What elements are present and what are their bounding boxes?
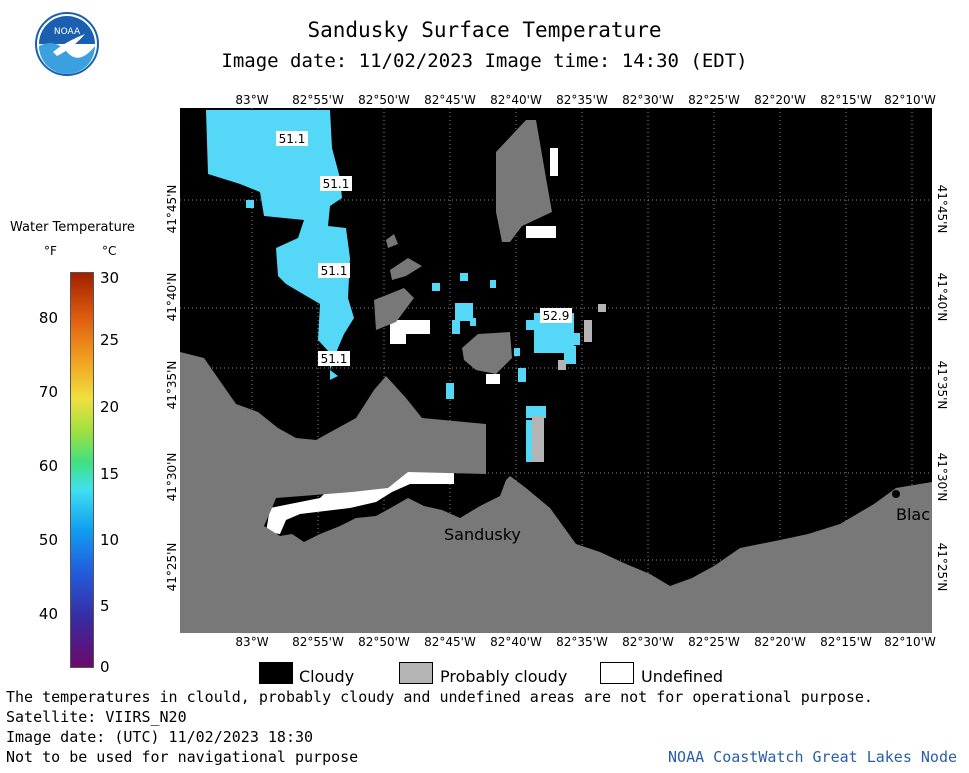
satellite-info: Satellite: VIIRS_N20 — [6, 708, 187, 726]
lon-label: 82°35'W — [556, 635, 608, 649]
navigation-warning: Not to be used for navigational purpose — [6, 748, 359, 766]
temp-label: 51.1 — [279, 132, 306, 146]
colorbar-tick-c: 30 — [100, 269, 120, 287]
lon-label: 82°50'W — [358, 93, 410, 107]
lon-label: 82°55'W — [292, 635, 344, 649]
utc-image-date: Image date: (UTC) 11/02/2023 18:30 — [6, 728, 314, 746]
temperature-colorbar — [70, 272, 94, 668]
lat-label: 41°45'N — [165, 184, 179, 234]
lat-label: 41°30'N — [935, 452, 949, 502]
legend-label-probably-cloudy: Probably cloudy — [440, 667, 568, 686]
colorbar-tick-f: 80 — [38, 309, 58, 327]
colorbar-tick-f: 40 — [38, 605, 58, 623]
lon-label: 82°30'W — [622, 93, 674, 107]
legend-swatch-probably-cloudy — [399, 662, 433, 684]
colorbar-tick-c: 5 — [100, 597, 110, 615]
colorbar-tick-f: 50 — [38, 531, 58, 549]
place-label-sandusky: Sandusky — [444, 525, 521, 544]
colorbar-tick-c: 0 — [100, 658, 110, 676]
colorbar-tick-c: 10 — [100, 531, 120, 549]
lon-label: 82°45'W — [424, 635, 476, 649]
legend-unit-fahrenheit: °F — [44, 244, 57, 258]
temp-label: 51.1 — [323, 177, 350, 191]
colorbar-tick-c: 25 — [100, 331, 120, 349]
lon-label: 82°15'W — [820, 635, 872, 649]
lon-label: 82°30'W — [622, 635, 674, 649]
land-area — [180, 120, 932, 633]
legend-label-cloudy: Cloudy — [299, 667, 355, 686]
image-date-time: Image date: 11/02/2023 Image time: 14:30… — [221, 50, 748, 72]
probably-cloudy-area — [532, 304, 606, 462]
lon-label: 82°10'W — [884, 93, 936, 107]
lon-label: 82°25'W — [688, 93, 740, 107]
lon-label: 82°25'W — [688, 635, 740, 649]
lat-label: 41°40'N — [165, 272, 179, 322]
lon-label: 82°45'W — [424, 93, 476, 107]
undefined-area — [266, 148, 558, 534]
temperature-labels: 51.1 51.1 51.1 51.1 52.9 — [276, 131, 572, 366]
lon-label: 82°40'W — [490, 635, 542, 649]
lon-label: 82°20'W — [754, 635, 806, 649]
colorbar-tick-c: 20 — [100, 398, 120, 416]
legend-swatch-undefined — [600, 662, 634, 684]
lat-label: 41°25'N — [935, 542, 949, 592]
colorbar-tick-c: 15 — [100, 465, 120, 483]
lon-label: 82°40'W — [490, 93, 542, 107]
legend-swatch-cloudy — [259, 662, 293, 684]
lat-label: 41°25'N — [165, 542, 179, 592]
lat-label: 41°35'N — [935, 360, 949, 410]
page-title: Sandusky Surface Temperature — [307, 18, 662, 42]
temp-label: 51.1 — [321, 352, 348, 366]
legend-unit-celsius: °C — [102, 244, 117, 258]
lon-label: 82°10'W — [884, 635, 936, 649]
temp-label: 52.9 — [543, 309, 570, 323]
lon-label: 82°50'W — [358, 635, 410, 649]
place-label-black-river: Blac — [896, 505, 930, 524]
water-temperature-area — [206, 110, 354, 380]
svg-text:NOAA: NOAA — [54, 27, 81, 37]
colorbar-tick-f: 70 — [38, 383, 58, 401]
temp-label: 51.1 — [321, 264, 348, 278]
colorbar-tick-f: 60 — [38, 457, 58, 475]
lat-label: 41°30'N — [165, 452, 179, 502]
lon-label: 83°W — [235, 93, 269, 107]
lon-label: 82°20'W — [754, 93, 806, 107]
disclaimer-text: The temperatures in clould, probably clo… — [6, 688, 873, 706]
lon-label: 82°35'W — [556, 93, 608, 107]
lon-label: 82°55'W — [292, 93, 344, 107]
noaa-credit: NOAA CoastWatch Great Lakes Node — [668, 748, 957, 766]
lon-label: 83°W — [235, 635, 269, 649]
lat-label: 41°45'N — [935, 184, 949, 234]
legend-title: Water Temperature — [10, 220, 135, 235]
noaa-logo: NOAA — [35, 12, 99, 76]
lon-label: 82°15'W — [820, 93, 872, 107]
lat-label: 41°35'N — [165, 360, 179, 410]
legend-label-undefined: Undefined — [641, 667, 724, 686]
lat-label: 41°40'N — [935, 272, 949, 322]
temperature-map: 51.1 51.1 51.1 51.1 52.9 Sandusky Blac — [180, 108, 932, 633]
